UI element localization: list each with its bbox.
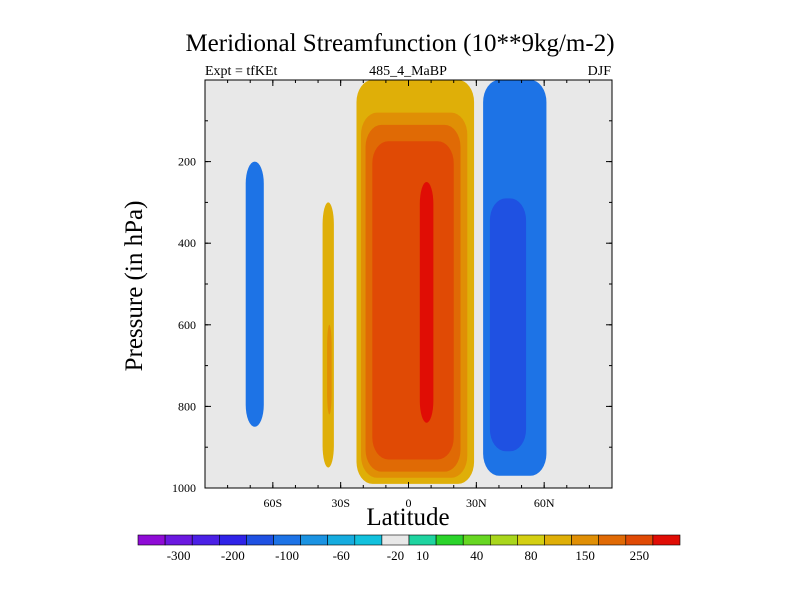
colorbar-label: 250 (630, 548, 650, 563)
colorbar-swatch (408, 534, 437, 546)
contour-region (245, 161, 264, 427)
x-tick-label: 30S (331, 496, 350, 510)
season-label: DJF (587, 64, 611, 79)
colorbar-swatch (571, 534, 599, 546)
colorbar-swatch (598, 534, 627, 546)
chart-title: Meridional Streamfunction (10**9kg/m-2) (185, 30, 615, 57)
colorbar-swatch (489, 534, 518, 546)
colorbar-swatch (625, 534, 654, 546)
x-tick-label: 30N (466, 496, 487, 510)
colorbar-label: 80 (524, 548, 537, 563)
colorbar-swatch (191, 534, 220, 546)
colorbar-swatch (544, 534, 572, 546)
colorbar-swatch (300, 534, 329, 546)
colorbar-swatch (137, 534, 166, 546)
contour-region (327, 324, 332, 415)
colorbar-swatch (435, 534, 464, 546)
y-tick-label: 1000 (172, 481, 196, 495)
colorbar-swatch (273, 534, 301, 546)
colorbar-swatch (327, 534, 356, 546)
y-tick-label: 600 (178, 318, 196, 332)
contour-region (372, 141, 454, 460)
period-label: 485_4_MaBP (369, 64, 447, 79)
colorbar-label: 150 (575, 548, 595, 563)
colorbar-swatch (164, 534, 193, 546)
x-axis-label: Latitude (366, 504, 450, 531)
colorbar-label: -60 (333, 548, 350, 563)
contour-region (419, 182, 434, 423)
y-tick-label: 800 (178, 399, 196, 413)
y-tick-label: 400 (178, 236, 196, 250)
y-axis-label: Pressure (in hPa) (121, 200, 148, 372)
contour-region (489, 198, 527, 452)
y-tick-label: 200 (178, 155, 196, 169)
colorbar-swatch (517, 534, 545, 546)
colorbar-label: -200 (221, 548, 245, 563)
colorbar-swatch (354, 534, 383, 546)
colorbar-label: 40 (470, 548, 483, 563)
x-tick-label: 60N (534, 496, 555, 510)
colorbar-swatch (462, 534, 491, 546)
colorbar-label: -300 (167, 548, 191, 563)
colorbar-label: -20 (387, 548, 404, 563)
colorbar-label: -100 (275, 548, 299, 563)
colorbar-swatch (246, 534, 274, 546)
x-tick-label: 0 (406, 496, 412, 510)
colorbar-swatch (652, 534, 681, 546)
colorbar-swatch (381, 534, 410, 546)
experiment-label: Expt = tfKEt (205, 64, 278, 79)
colorbar-swatch (219, 534, 247, 546)
x-tick-label: 60S (263, 496, 282, 510)
colorbar-label: 10 (416, 548, 429, 563)
